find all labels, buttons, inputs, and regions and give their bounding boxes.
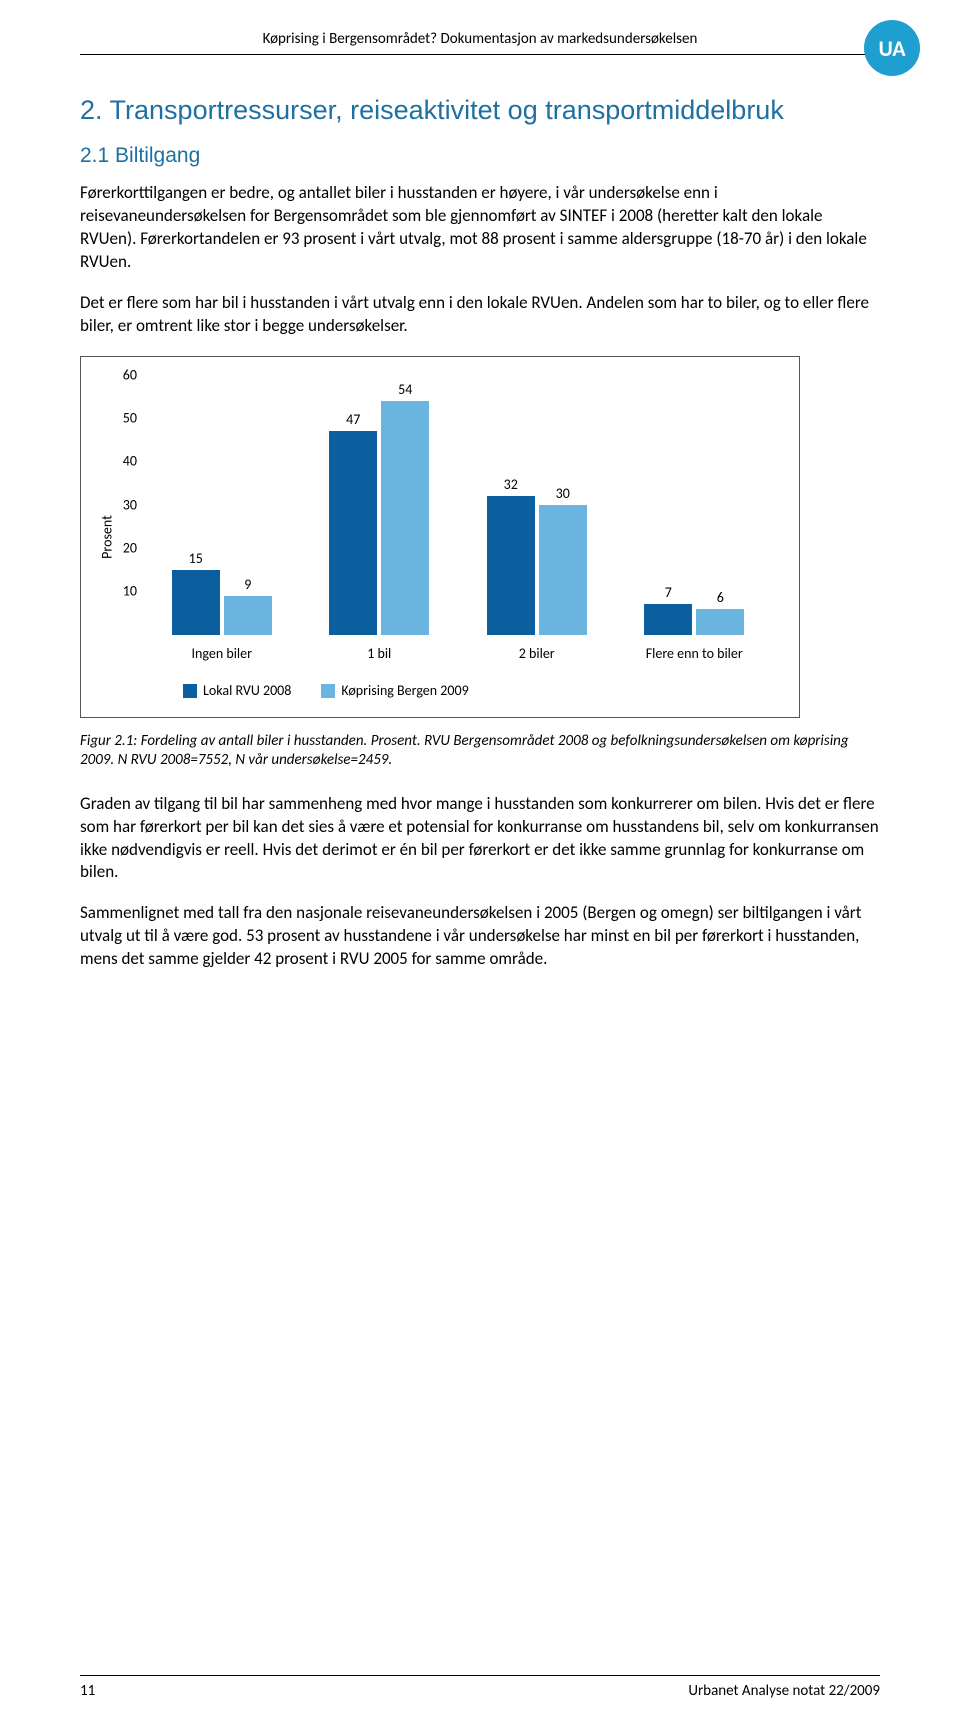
chart-bar-group: 76 <box>644 604 744 634</box>
chart-ytick: 30 <box>107 496 137 513</box>
subsection-number: 2.1 <box>80 144 109 167</box>
page-number: 11 <box>80 1682 95 1700</box>
bar-chart: Prosent 1020304050601594754323076 Ingen … <box>80 356 800 718</box>
page: Køprising i Bergensområdet? Dokumentasjo… <box>0 0 960 1730</box>
legend-swatch <box>321 684 335 698</box>
paragraph-2: Det er flere som har bil i husstanden i … <box>80 292 880 338</box>
chart-ytick: 10 <box>107 583 137 600</box>
logo-badge: UA <box>864 20 920 76</box>
chart-plot: 1020304050601594754323076 <box>143 375 773 635</box>
doc-header: Køprising i Bergensområdet? Dokumentasjo… <box>80 30 880 48</box>
chart-bar-label: 9 <box>224 576 272 593</box>
legend-item: Køprising Bergen 2009 <box>321 682 468 699</box>
chart-xlabels: Ingen biler1 bil2 bilerFlere enn to bile… <box>143 645 773 662</box>
subsection-title: 2.1 Biltilgang <box>80 144 880 168</box>
figure-caption: Figur 2.1: Fordeling av antall biler i h… <box>80 732 880 771</box>
chart-bar <box>329 431 377 635</box>
paragraph-4: Sammenlignet med tall fra den nasjonale … <box>80 902 880 971</box>
header-rule <box>80 54 880 55</box>
chart-bar-label: 7 <box>644 584 692 601</box>
chart-bar <box>539 505 587 635</box>
legend-item: Lokal RVU 2008 <box>183 682 291 699</box>
chart-bar-label: 47 <box>329 411 377 428</box>
footer-note: Urbanet Analyse notat 22/2009 <box>688 1682 880 1700</box>
section-number: 2. <box>80 95 103 125</box>
legend-label: Lokal RVU 2008 <box>203 682 291 699</box>
footer-rule <box>80 1675 880 1676</box>
subsection-text: Biltilgang <box>115 144 200 167</box>
logo-text: UA <box>878 35 905 62</box>
chart-legend: Lokal RVU 2008 Køprising Bergen 2009 <box>183 682 781 699</box>
chart-ytick: 60 <box>107 366 137 383</box>
chart-xlabel: Flere enn to biler <box>616 645 774 662</box>
chart-bar-label: 30 <box>539 485 587 502</box>
paragraph-1: Førerkorttilgangen er bedre, og antallet… <box>80 182 880 274</box>
legend-label: Køprising Bergen 2009 <box>341 682 468 699</box>
chart-ytick: 40 <box>107 453 137 470</box>
chart-bar-group: 4754 <box>329 401 429 635</box>
chart-xlabel: 2 biler <box>458 645 616 662</box>
chart-bar-label: 32 <box>487 476 535 493</box>
chart-bar-group: 159 <box>172 570 272 635</box>
chart-bar <box>644 604 692 634</box>
chart-bar <box>172 570 220 635</box>
chart-xlabel: 1 bil <box>301 645 459 662</box>
page-footer: 11 Urbanet Analyse notat 22/2009 <box>80 1675 880 1700</box>
chart-bar-group: 3230 <box>487 496 587 635</box>
chart-bar-label: 54 <box>381 381 429 398</box>
chart-bar <box>381 401 429 635</box>
section-title: 2. Transportressurser, reiseaktivitet og… <box>80 95 880 126</box>
chart-bar <box>224 596 272 635</box>
paragraph-3: Graden av tilgang til bil har sammenheng… <box>80 793 880 885</box>
chart-ytick: 50 <box>107 409 137 426</box>
chart-bar-label: 6 <box>696 589 744 606</box>
chart-bar <box>696 609 744 635</box>
legend-swatch <box>183 684 197 698</box>
section-text: Transportressurser, reiseaktivitet og tr… <box>110 95 784 125</box>
chart-bar-label: 15 <box>172 550 220 567</box>
chart-bar <box>487 496 535 635</box>
chart-xlabel: Ingen biler <box>143 645 301 662</box>
chart-ytick: 20 <box>107 539 137 556</box>
